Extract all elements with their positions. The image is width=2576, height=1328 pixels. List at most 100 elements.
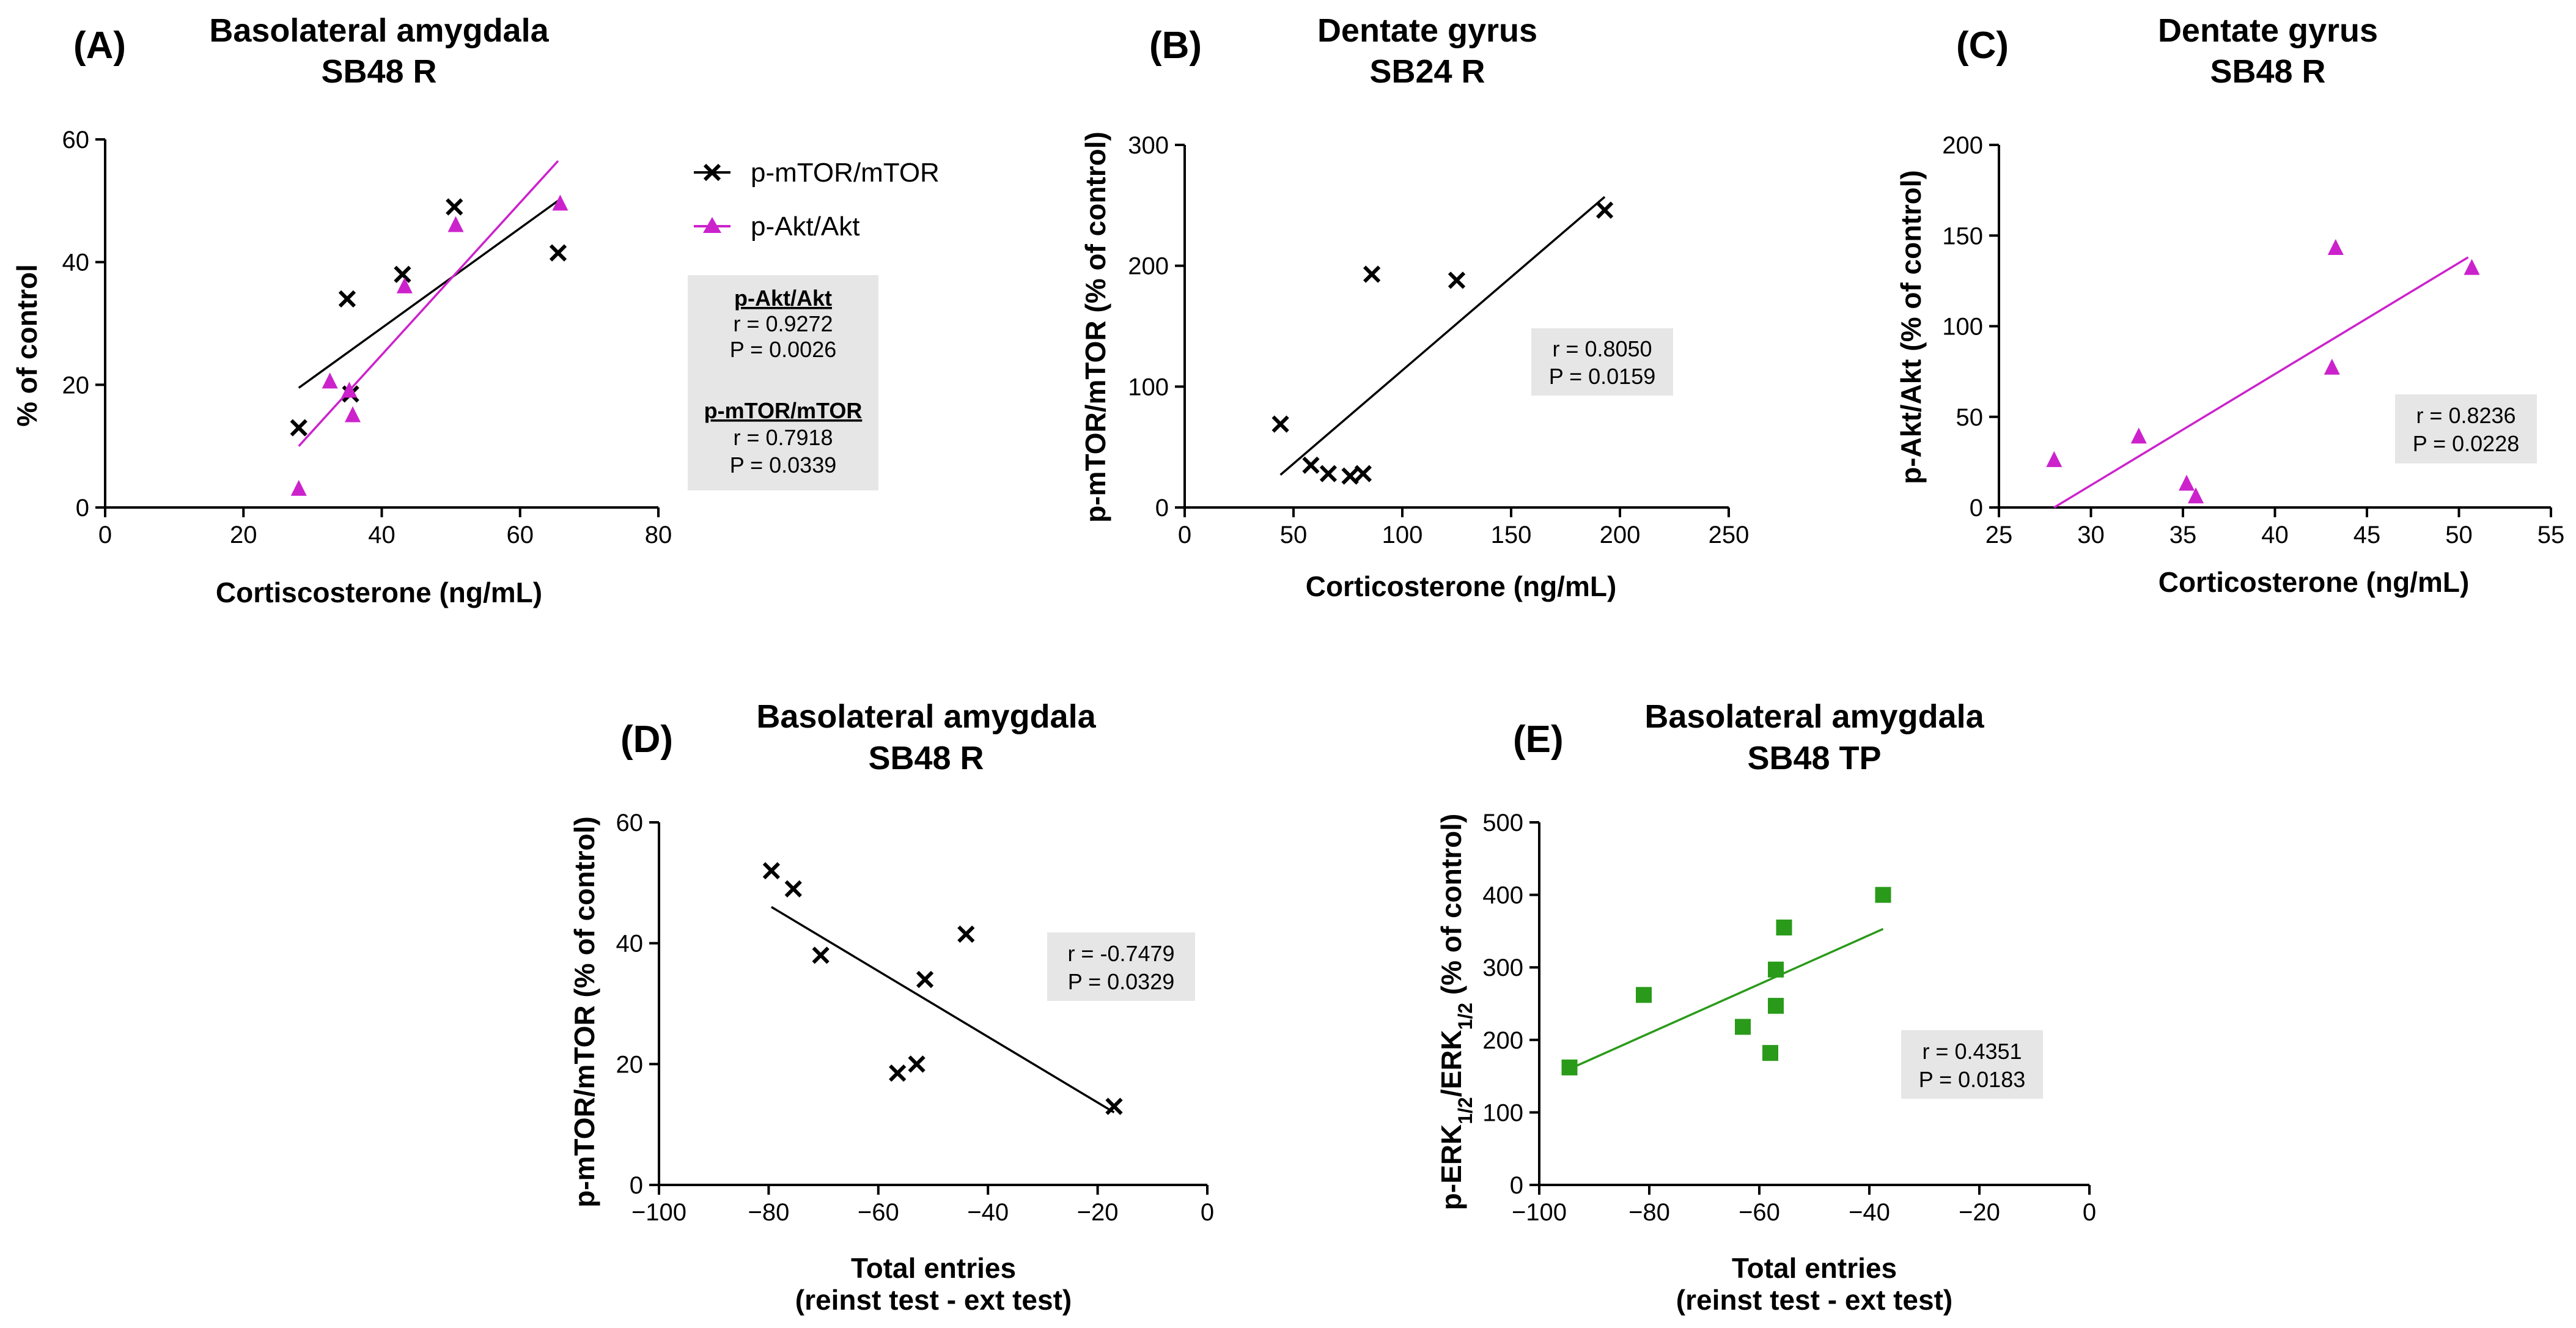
x-tick-label: 45: [2353, 522, 2381, 548]
panel-b-letter: (B): [1149, 24, 1202, 67]
panel-b-stat-r: r = 0.8050: [1552, 336, 1652, 361]
panel-d-x-axis-label-line1: Total entries: [851, 1252, 1016, 1284]
x-tick-label: −60: [858, 1199, 899, 1226]
x-tick-label: 200: [1600, 522, 1641, 548]
data-point-p-akt-akt: [2324, 358, 2340, 375]
y-tick-label: 60: [62, 127, 90, 153]
panel-a-x-axis-label: Cortiscosterone (ng/mL): [216, 577, 542, 608]
y-tick-label: 500: [1482, 810, 1523, 836]
data-point-p-akt-akt: [2046, 451, 2063, 467]
x-tick-label: 30: [2077, 522, 2105, 548]
panel-c-stats-box: r = 0.8236 P = 0.0228: [2395, 394, 2537, 463]
panel-d-title-line2: SB48 R: [868, 740, 984, 777]
x-tick-label: 40: [368, 522, 396, 548]
panel-e-x-axis-label-line2: (reinst test - ext test): [1676, 1284, 1952, 1316]
panel-d-stats-box: r = -0.7479 P = 0.0329: [1047, 932, 1195, 1001]
data-point-p-mtor-mtor: [549, 244, 567, 262]
y-tick-label: 0: [1510, 1172, 1523, 1199]
x-tick-label: 20: [230, 522, 257, 548]
legend-x-marker-icon: [703, 163, 721, 182]
panel-b: (B) Dentate gyrus SB24 R p-mTOR/mTOR (% …: [1080, 12, 1749, 602]
data-point-p-mtor-mtor: [1319, 465, 1338, 482]
panel-e-plot: −100 −80 −60 −40 −20 0 0 100 200 300 400 500: [1482, 810, 2096, 1226]
x-tick-label: 250: [1709, 522, 1750, 548]
legend-entry-p-mtor: p-mTOR/mTOR: [694, 158, 940, 188]
y-tick-label: 20: [62, 372, 90, 399]
data-point-p-erk1-2-erk1-2: [1735, 1019, 1751, 1035]
x-tick-label: −80: [748, 1199, 789, 1226]
data-point-p-mtor-mtor: [957, 925, 975, 943]
panel-b-stat-p: P = 0.0159: [1549, 364, 1656, 389]
regression-line-p-erk1-2-erk1-2: [1569, 928, 1884, 1070]
panel-b-title-line2: SB24 R: [1369, 53, 1485, 90]
data-point-p-mtor-mtor: [446, 198, 463, 216]
x-tick-label: −100: [1512, 1199, 1567, 1226]
panel-d-letter: (D): [620, 718, 673, 761]
data-point-p-akt-akt: [396, 277, 413, 293]
data-point-p-mtor-mtor: [762, 861, 781, 880]
panel-d-plot: −100 −80 −60 −40 −20 0 0 20 40 60: [616, 810, 1215, 1226]
y-tick-label: 0: [630, 1172, 643, 1199]
panel-e-y-axis-label: p-ERK1/2/ERK1/2 (% of control): [1435, 814, 1476, 1211]
panel-a-letter: (A): [73, 24, 126, 67]
data-point-p-mtor-mtor: [1271, 415, 1289, 433]
data-point-p-erk1-2-erk1-2: [1776, 919, 1792, 935]
panel-a: (A) Basolateral amygdala SB48 R % of con…: [11, 12, 940, 608]
panel-e-title-line1: Basolateral amygdala: [1644, 698, 1984, 735]
panel-d-y-axis-label: p-mTOR/mTOR (% of control): [569, 816, 600, 1208]
data-point-p-mtor-mtor: [1448, 271, 1466, 289]
data-point-p-erk1-2-erk1-2: [1636, 987, 1652, 1003]
panel-a-title-line1: Basolateral amygdala: [209, 12, 549, 49]
data-point-p-erk1-2-erk1-2: [1875, 887, 1891, 903]
x-tick-label: −60: [1739, 1199, 1780, 1226]
legend-label-p-mtor: p-mTOR/mTOR: [751, 158, 940, 188]
data-point-p-mtor-mtor: [1341, 467, 1359, 485]
data-point-p-mtor-mtor: [889, 1064, 907, 1082]
data-point-p-akt-akt: [290, 479, 307, 496]
regression-line-p-akt-akt: [2053, 256, 2469, 509]
x-tick-label: −20: [1077, 1199, 1119, 1226]
data-point-p-erk1-2-erk1-2: [1768, 998, 1784, 1014]
panel-e-stat-p: P = 0.0183: [1919, 1067, 2026, 1092]
data-point-p-erk1-2-erk1-2: [1762, 1045, 1778, 1061]
data-point-p-akt-akt: [552, 194, 569, 211]
panel-b-plot: 0 50 100 150 200 250 0 100 200 300: [1128, 132, 1749, 548]
panel-b-x-axis-label: Corticosterone (ng/mL): [1306, 570, 1617, 602]
y-tick-label: 40: [62, 249, 90, 276]
y-tick-label: 60: [616, 810, 644, 836]
x-tick-label: 50: [1280, 522, 1308, 548]
x-tick-label: 55: [2537, 522, 2565, 548]
y-tick-label: 0: [1155, 495, 1169, 522]
x-tick-label: 35: [2169, 522, 2197, 548]
y-tick-label: 20: [616, 1051, 644, 1078]
x-tick-label: 25: [1985, 522, 2013, 548]
panel-c-plot: 25 30 35 40 45 50 55 0 50 100 150 200: [1942, 132, 2564, 548]
x-tick-label: 0: [1178, 522, 1191, 548]
panel-d: (D) Basolateral amygdala SB48 R p-mTOR/m…: [569, 698, 1214, 1316]
y-tick-label: 150: [1942, 223, 1983, 249]
data-point-p-akt-akt: [2464, 259, 2480, 275]
data-point-p-mtor-mtor: [908, 1055, 926, 1073]
data-point-p-akt-akt: [322, 372, 338, 389]
data-point-p-mtor-mtor: [812, 946, 830, 964]
data-point-p-mtor-mtor: [290, 419, 307, 437]
x-tick-label: 0: [98, 522, 112, 548]
legend-label-p-akt: p-Akt/Akt: [751, 212, 860, 242]
data-point-p-mtor-mtor: [1302, 456, 1320, 474]
regression-line-p-mtor-mtor: [770, 906, 1115, 1113]
regression-line-p-akt-akt: [298, 160, 559, 447]
panel-d-stat-p: P = 0.0329: [1068, 969, 1175, 994]
x-tick-label: 0: [1201, 1199, 1214, 1226]
stat-r-p-mtor: r = 0.7918: [733, 425, 833, 450]
y-tick-label: 0: [1970, 495, 1983, 522]
panel-c-y-axis-label: p-Akt/Akt (% of control): [1895, 170, 1927, 484]
data-point-p-mtor-mtor: [1105, 1097, 1123, 1115]
legend-entry-p-akt: p-Akt/Akt: [694, 212, 860, 242]
data-point-p-akt-akt: [341, 382, 358, 398]
panel-d-x-axis-label-line2: (reinst test - ext test): [795, 1284, 1072, 1316]
x-tick-label: 40: [2261, 522, 2289, 548]
x-tick-label: −80: [1628, 1199, 1670, 1226]
data-point-p-akt-akt: [344, 406, 361, 422]
panel-e-letter: (E): [1513, 718, 1564, 761]
panel-b-title-line1: Dentate gyrus: [1317, 12, 1537, 49]
